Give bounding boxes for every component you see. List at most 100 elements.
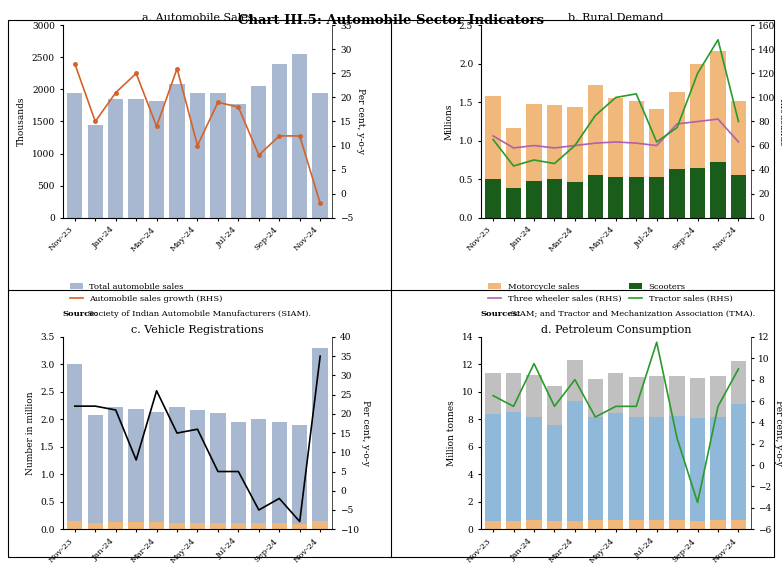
Bar xyxy=(608,520,623,529)
Bar xyxy=(108,522,124,529)
Bar xyxy=(710,162,726,218)
Bar xyxy=(210,413,225,529)
Bar xyxy=(292,425,307,529)
Text: Sources:: Sources: xyxy=(481,310,522,318)
Bar xyxy=(506,189,522,218)
Bar xyxy=(313,348,328,529)
Bar xyxy=(210,522,225,529)
Bar xyxy=(190,410,205,529)
Bar xyxy=(710,376,726,529)
Bar xyxy=(731,404,746,529)
Bar xyxy=(690,521,705,529)
Bar xyxy=(567,401,583,529)
Bar xyxy=(108,99,124,218)
Bar xyxy=(731,101,746,218)
Bar xyxy=(526,417,542,529)
Bar xyxy=(731,361,746,529)
Bar xyxy=(629,177,644,218)
Bar xyxy=(486,521,500,529)
Bar xyxy=(547,521,562,529)
Bar xyxy=(710,51,726,218)
Bar xyxy=(690,378,705,529)
Bar xyxy=(710,520,726,529)
Y-axis label: Millions: Millions xyxy=(444,103,453,140)
Bar xyxy=(547,425,562,529)
Bar xyxy=(128,99,144,218)
Bar xyxy=(210,93,225,218)
Bar xyxy=(588,175,603,218)
Bar xyxy=(486,414,500,529)
Bar xyxy=(506,413,522,529)
Title: a. Automobile Sales: a. Automobile Sales xyxy=(142,13,253,23)
Legend: Motorcycle sales, Three wheeler sales (RHS), Scooters, Tractor sales (RHS): Motorcycle sales, Three wheeler sales (R… xyxy=(485,279,736,306)
Bar xyxy=(486,373,500,529)
Bar xyxy=(526,374,542,529)
Bar xyxy=(108,406,124,529)
Bar xyxy=(669,376,685,529)
Bar xyxy=(67,521,82,529)
Bar xyxy=(567,521,583,529)
Bar xyxy=(271,64,287,218)
Y-axis label: Per cent, y-o-y: Per cent, y-o-y xyxy=(361,400,370,466)
Bar xyxy=(731,520,746,529)
Bar xyxy=(567,360,583,529)
Bar xyxy=(669,520,685,529)
Text: Source:: Source: xyxy=(63,310,99,318)
Y-axis label: Number in million: Number in million xyxy=(26,391,35,475)
Bar xyxy=(669,169,685,218)
Bar xyxy=(67,364,82,529)
Bar xyxy=(629,377,644,529)
Bar xyxy=(251,523,267,529)
Bar xyxy=(710,417,726,529)
Bar xyxy=(271,422,287,529)
Title: c. Vehicle Registrations: c. Vehicle Registrations xyxy=(131,325,264,335)
Bar xyxy=(588,417,603,529)
Bar xyxy=(313,93,328,218)
Text: Chart III.5: Automobile Sector Indicators: Chart III.5: Automobile Sector Indicator… xyxy=(238,14,544,27)
Bar xyxy=(588,86,603,218)
Legend: Total automobile sales, Automobile sales growth (RHS): Total automobile sales, Automobile sales… xyxy=(66,279,226,306)
Bar xyxy=(629,417,644,529)
Bar xyxy=(649,417,665,529)
Bar xyxy=(506,521,522,529)
Bar xyxy=(190,522,205,529)
Bar xyxy=(547,386,562,529)
Bar xyxy=(88,415,103,529)
Bar xyxy=(669,92,685,218)
Bar xyxy=(506,373,522,529)
Bar xyxy=(690,418,705,529)
Y-axis label: Thousands: Thousands xyxy=(17,97,27,146)
Bar xyxy=(231,104,246,218)
Bar xyxy=(292,524,307,529)
Bar xyxy=(649,109,665,218)
Bar xyxy=(649,177,665,218)
Bar xyxy=(608,97,623,218)
Bar xyxy=(547,179,562,218)
Bar xyxy=(231,422,246,529)
Y-axis label: Thousands: Thousands xyxy=(778,97,782,146)
Bar xyxy=(731,175,746,218)
Bar xyxy=(649,520,665,529)
Y-axis label: Per cent, y-o-y: Per cent, y-o-y xyxy=(356,88,364,154)
Bar xyxy=(190,93,205,218)
Bar xyxy=(690,168,705,218)
Bar xyxy=(149,101,164,218)
Bar xyxy=(547,105,562,218)
Bar xyxy=(88,124,103,218)
Bar xyxy=(567,181,583,218)
Bar xyxy=(588,379,603,529)
Bar xyxy=(506,128,522,218)
Bar xyxy=(608,413,623,529)
Bar xyxy=(526,104,542,218)
Bar xyxy=(149,412,164,529)
Text: Society of Indian Automobile Manufacturers (SIAM).: Society of Indian Automobile Manufacture… xyxy=(85,310,311,318)
Bar xyxy=(629,520,644,529)
Bar xyxy=(292,53,307,218)
Bar xyxy=(526,181,542,218)
Bar xyxy=(608,177,623,218)
Bar xyxy=(526,520,542,529)
Bar xyxy=(251,419,267,529)
Bar xyxy=(128,522,144,529)
Bar xyxy=(170,84,185,218)
Bar xyxy=(313,521,328,529)
